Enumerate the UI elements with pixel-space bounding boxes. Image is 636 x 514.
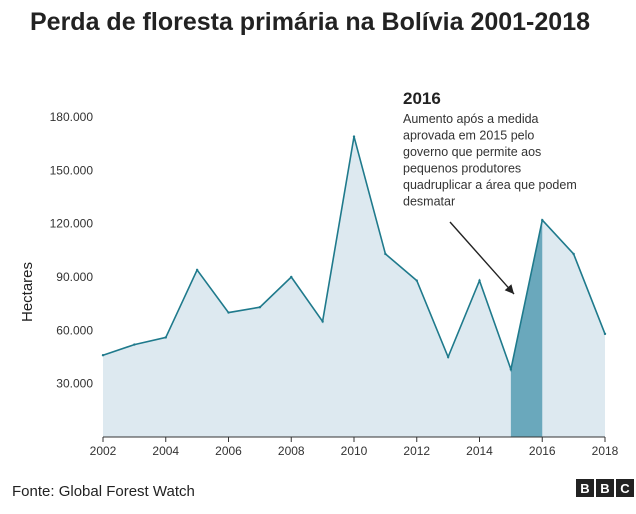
x-tick-label-2006: 2006: [215, 444, 242, 458]
bbc-logo: B B C: [576, 479, 634, 497]
x-tick-label-2004: 2004: [152, 444, 179, 458]
y-axis-label: Hectares: [19, 262, 36, 322]
x-tick-label-2016: 2016: [529, 444, 556, 458]
data-point-2002: [101, 354, 105, 357]
data-point-2014: [478, 279, 481, 282]
data-point-2012: [415, 279, 418, 282]
annotation-year: 2016: [403, 89, 441, 108]
x-tick-label-2010: 2010: [341, 444, 368, 458]
annotation-line-6: desmatar: [403, 195, 455, 209]
data-point-2010: [352, 135, 356, 138]
y-tick-label-120000: 120.000: [50, 217, 94, 231]
data-point-2011: [384, 252, 387, 256]
data-point-2009: [321, 320, 324, 323]
y-tick-label-90000: 90.000: [56, 270, 93, 284]
highlight-2015-2016: [510, 220, 543, 437]
data-point-2004: [164, 336, 167, 339]
logo-letter-b2: B: [596, 479, 614, 497]
annotation-line-4: pequenos produtores: [403, 162, 521, 176]
source-text: Fonte: Global Forest Watch: [12, 483, 195, 500]
annotation-line-2: aprovada em 2015 pelo: [403, 129, 534, 143]
data-point-2013: [446, 355, 450, 359]
x-tick-label-2012: 2012: [403, 444, 430, 458]
annotation-arrow-head: [504, 284, 514, 294]
logo-letter-c: C: [616, 479, 634, 497]
annotation-line-3: governo que permite aos: [403, 145, 541, 159]
x-tick-label-2014: 2014: [466, 444, 493, 458]
data-point-2007: [258, 306, 262, 309]
x-tick-label-2018: 2018: [592, 444, 619, 458]
annotation-line-5: quadruplicar a área que podem: [403, 178, 577, 192]
data-point-2017: [572, 252, 575, 256]
y-tick-label-150000: 150.000: [50, 163, 94, 177]
data-point-2018: [603, 332, 607, 336]
data-point-2008: [290, 275, 293, 279]
data-point-2006: [227, 311, 230, 314]
chart-title: Perda de floresta primária na Bolívia 20…: [30, 8, 590, 36]
y-tick-label-60000: 60.000: [56, 323, 93, 337]
area-fill: [103, 136, 605, 437]
logo-letter-b1: B: [576, 479, 594, 497]
x-tick-label-2008: 2008: [278, 444, 305, 458]
data-point-2016: [541, 218, 544, 222]
data-point-2005: [195, 268, 199, 272]
y-tick-label-30000: 30.000: [56, 377, 93, 391]
annotation-arrow-line: [449, 221, 515, 295]
data-point-2015: [509, 368, 513, 371]
y-tick-label-180000: 180.000: [50, 110, 94, 124]
x-tick-label-2002: 2002: [90, 444, 117, 458]
annotation-line-1: Aumento após a medida: [403, 112, 539, 126]
data-point-2003: [133, 343, 136, 346]
